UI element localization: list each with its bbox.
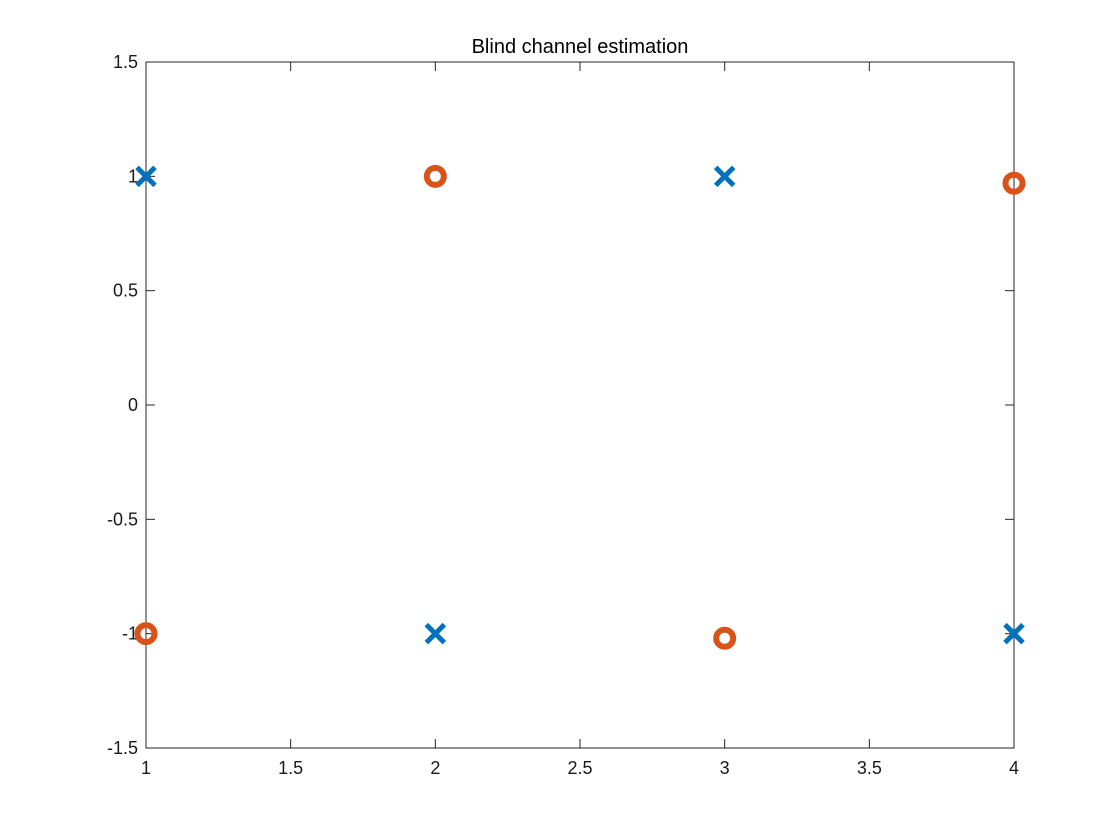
series-1 (135, 165, 1025, 645)
y-tick-label: -1 (122, 624, 138, 644)
y-tick-label: 0 (128, 395, 138, 415)
x-tick-label: 4 (1009, 758, 1019, 778)
circle-marker-point (1002, 171, 1026, 195)
x-tick-label: 1 (141, 758, 151, 778)
circle-marker-point (423, 164, 447, 188)
y-tick-label: -0.5 (107, 509, 138, 529)
x-marker-point (424, 622, 447, 645)
y-tick-label: 1.5 (113, 52, 138, 72)
y-tick-label: 1 (128, 166, 138, 186)
x-marker-point (713, 165, 736, 188)
x-marker-point (1003, 622, 1025, 645)
x-tick-label: 2.5 (567, 758, 592, 778)
x-tick-label: 3.5 (857, 758, 882, 778)
y-tick-label: 0.5 (113, 281, 138, 301)
x-marker-point (135, 165, 157, 188)
x-tick-label: 1.5 (278, 758, 303, 778)
x-tick-label: 2 (430, 758, 440, 778)
series-2 (134, 164, 1026, 650)
circle-marker-point (713, 626, 737, 650)
y-tick-label: -1.5 (107, 738, 138, 758)
plot-area: 1 1.5 2 2.5 3 3.5 4 -1.5 -1 -0.5 0 0.5 1 1.5 (107, 52, 1026, 778)
circle-marker-point (134, 622, 158, 646)
x-tick-label: 3 (720, 758, 730, 778)
chart-title: Blind channel estimation (472, 36, 689, 58)
